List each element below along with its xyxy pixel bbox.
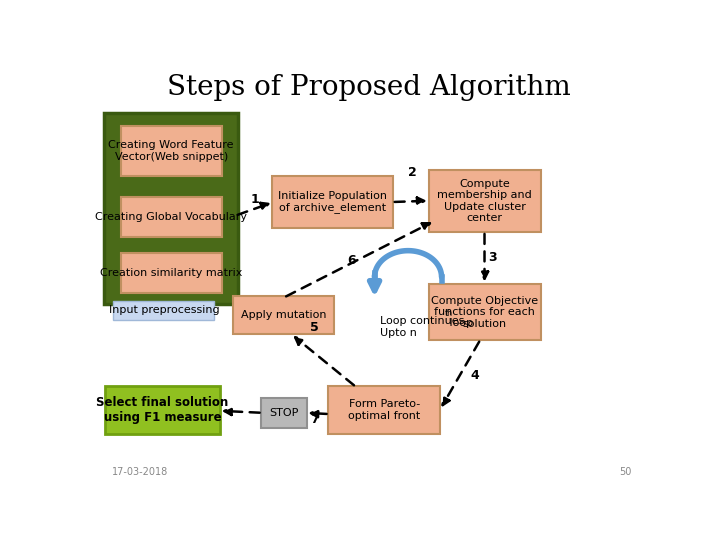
Text: Apply mutation: Apply mutation: [241, 310, 327, 320]
Text: Initialize Population
of archive_element: Initialize Population of archive_element: [278, 191, 387, 213]
Text: Creation similarity matrix: Creation similarity matrix: [100, 268, 243, 278]
Text: Steps of Proposed Algorithm: Steps of Proposed Algorithm: [167, 74, 571, 101]
FancyBboxPatch shape: [272, 176, 393, 228]
FancyBboxPatch shape: [428, 284, 541, 341]
Text: 3: 3: [489, 251, 498, 264]
FancyBboxPatch shape: [114, 301, 215, 320]
Text: 7: 7: [310, 413, 319, 426]
FancyBboxPatch shape: [104, 113, 238, 304]
Text: STOP: STOP: [269, 408, 299, 418]
FancyBboxPatch shape: [428, 170, 541, 232]
Text: 17-03-2018: 17-03-2018: [112, 467, 168, 477]
Text: Compute Objective
functions for each
solution: Compute Objective functions for each sol…: [431, 295, 539, 329]
Text: 2: 2: [408, 166, 417, 179]
Text: 1: 1: [251, 193, 259, 206]
FancyBboxPatch shape: [121, 197, 222, 237]
Text: 50: 50: [619, 467, 631, 477]
Text: Compute
membership and
Update cluster
center: Compute membership and Update cluster ce…: [438, 179, 532, 224]
FancyBboxPatch shape: [328, 386, 441, 434]
FancyBboxPatch shape: [121, 253, 222, 293]
Text: Form Pareto-
optimal front: Form Pareto- optimal front: [348, 399, 420, 421]
Text: Select final solution
using F1 measure: Select final solution using F1 measure: [96, 396, 229, 424]
Text: Input preprocessing: Input preprocessing: [109, 305, 220, 315]
FancyBboxPatch shape: [105, 386, 220, 434]
FancyBboxPatch shape: [261, 399, 307, 428]
FancyBboxPatch shape: [121, 126, 222, 176]
Text: 6: 6: [347, 254, 356, 267]
Text: Creating Global Vocabulary: Creating Global Vocabulary: [95, 212, 247, 221]
Text: 4: 4: [471, 369, 480, 382]
Text: Creating Word Feature
Vector(Web snippet): Creating Word Feature Vector(Web snippet…: [109, 140, 234, 162]
Text: loop: loop: [446, 318, 473, 328]
FancyBboxPatch shape: [233, 296, 334, 334]
Text: Loop continues
Upto n: Loop continues Upto n: [380, 316, 464, 338]
Text: th: th: [444, 308, 452, 318]
Text: 5: 5: [310, 321, 319, 334]
